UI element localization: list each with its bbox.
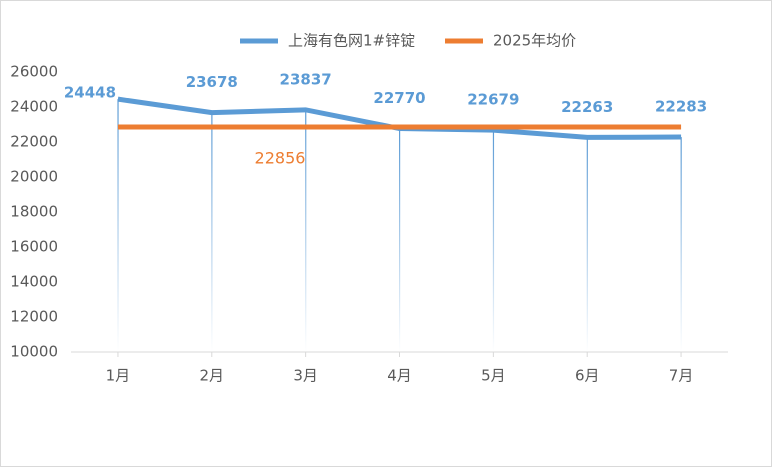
legend-label: 2025年均价 [493,32,576,50]
data-label: 22679 [467,91,519,109]
x-tick-label: 4月 [387,367,412,385]
x-tick-label: 5月 [481,367,506,385]
y-tick-label: 22000 [10,133,58,151]
data-label: 22283 [655,98,707,116]
x-tick-label: 3月 [293,367,318,385]
drop-line [492,130,495,352]
y-tick-label: 24000 [10,98,58,116]
legend-label: 上海有色网1#锌锭 [288,32,415,50]
x-tick-label: 2月 [200,367,225,385]
data-label: 22770 [373,89,425,107]
y-tick-label: 10000 [10,343,58,361]
y-tick-label: 14000 [10,273,58,291]
drop-line [586,137,588,352]
data-label: 23837 [280,70,332,88]
drop-line [399,128,401,352]
x-tick-label: 6月 [575,367,600,385]
data-label: 24448 [64,84,116,102]
data-label: 23678 [186,73,238,91]
x-tick-label: 1月 [106,367,131,385]
y-tick-label: 18000 [10,203,58,221]
y-tick-label: 12000 [10,308,58,326]
drop-line [211,112,213,352]
y-tick-label: 16000 [10,238,58,256]
data-label: 22263 [561,98,613,116]
y-tick-label: 26000 [10,63,58,81]
x-tick-label: 7月 [669,367,694,385]
drop-line [680,137,682,352]
drop-line [117,99,119,352]
drop-line [305,109,307,352]
y-tick-label: 20000 [10,168,58,186]
data-label: 22856 [255,149,306,168]
